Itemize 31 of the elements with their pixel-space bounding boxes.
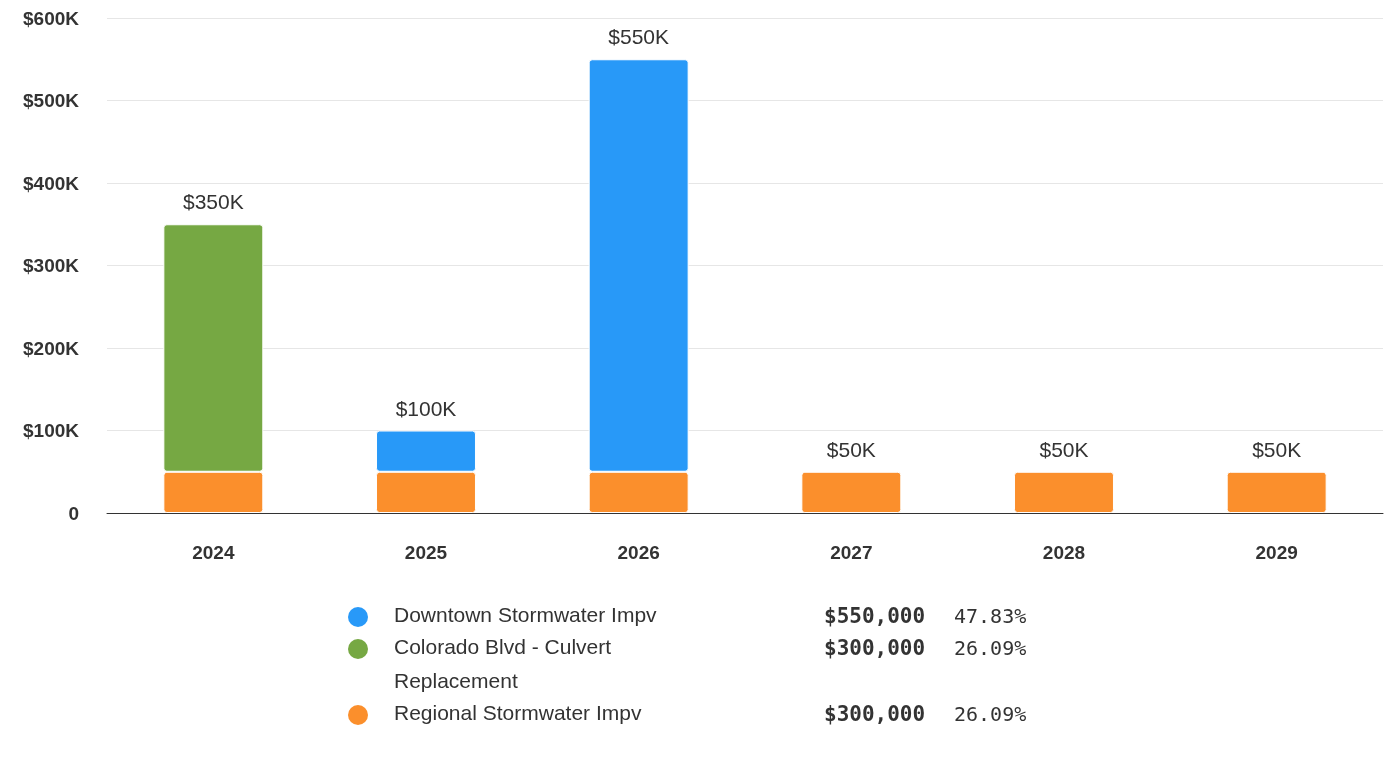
text: 47.83% bbox=[954, 604, 1027, 628]
x-tick-label: 2024 bbox=[192, 542, 235, 563]
y-tick-label: $600K bbox=[23, 7, 80, 29]
total-label: $50K bbox=[1252, 437, 1302, 461]
text: $300,000 bbox=[824, 636, 927, 660]
bar bbox=[801, 471, 902, 513]
x-tick-label: 2029 bbox=[1255, 542, 1298, 563]
total-label: $350K bbox=[182, 190, 244, 214]
total-label: $550K bbox=[608, 25, 670, 49]
y-tick-label: $400K bbox=[23, 172, 80, 194]
x-tick-label: 2026 bbox=[617, 542, 660, 563]
y-tick-label: $100K bbox=[23, 420, 80, 441]
text: $300,000 bbox=[824, 702, 927, 726]
text: $550,000 bbox=[824, 604, 927, 628]
total-label: $100K bbox=[395, 396, 457, 420]
x-tick-label: 2025 bbox=[404, 542, 448, 563]
x-tick-label: 2027 bbox=[830, 542, 873, 563]
legend-label: Regional Stormwater Impv bbox=[394, 700, 643, 726]
total-label: $50K bbox=[826, 437, 876, 461]
bar bbox=[1226, 471, 1327, 513]
text: 26.09% bbox=[954, 636, 1027, 660]
legend-label: Colorado Blvd - Culvert Replacement bbox=[394, 634, 613, 694]
legend-label: Downtown Stormwater Impv bbox=[394, 602, 658, 628]
total-label: $50K bbox=[1039, 437, 1089, 461]
y-tick-label: 0 bbox=[68, 502, 79, 524]
y-tick-label: $200K bbox=[23, 337, 80, 359]
y-tick-label: $300K bbox=[23, 255, 80, 276]
y-tick-label: $500K bbox=[23, 90, 80, 111]
text: 26.09% bbox=[954, 702, 1027, 726]
bar bbox=[1014, 471, 1114, 513]
x-tick-label: 2028 bbox=[1042, 542, 1086, 563]
